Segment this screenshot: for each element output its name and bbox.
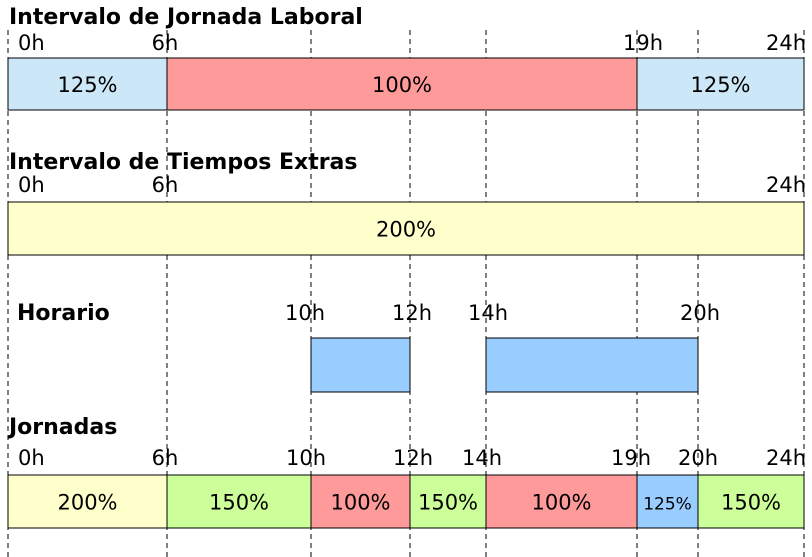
segment-label: 200% (376, 218, 436, 242)
schedule-block (485, 337, 699, 393)
segment-label: 200% (57, 491, 117, 515)
hour-label: 20h (680, 301, 720, 325)
hour-label: 14h (462, 446, 502, 470)
segment-label: 150% (721, 491, 781, 515)
segment (636, 57, 805, 111)
schedule-block (310, 337, 411, 393)
section-title: Horario (17, 301, 110, 326)
segment-label: 100% (330, 491, 390, 515)
segment (166, 474, 312, 529)
hour-label: 0h (18, 31, 45, 55)
hour-label: 12h (393, 446, 433, 470)
segment (166, 57, 638, 111)
hour-label: 24h (766, 31, 806, 55)
segment (697, 474, 805, 529)
segment-label: 150% (418, 491, 478, 515)
segment-label: 150% (209, 491, 269, 515)
hour-label: 6h (152, 446, 179, 470)
hour-label: 24h (766, 446, 806, 470)
segment (636, 474, 699, 529)
hour-label: 12h (392, 301, 432, 325)
hour-label: 19h (623, 31, 663, 55)
hour-label: 24h (766, 173, 806, 197)
segment-label: 125% (690, 73, 750, 97)
section-title: Jornadas (7, 415, 117, 440)
hour-label: 19h (611, 446, 651, 470)
segment-label: 100% (372, 73, 432, 97)
hour-label: 6h (152, 173, 179, 197)
hour-label: 10h (285, 301, 325, 325)
hour-label: 10h (286, 446, 326, 470)
hour-label: 6h (152, 31, 179, 55)
segment (7, 201, 805, 256)
segment (7, 474, 168, 529)
section-title: Intervalo de Tiempos Extras (9, 150, 358, 175)
hour-label: 20h (678, 446, 718, 470)
section-title: Intervalo de Jornada Laboral (9, 5, 363, 30)
segment-label: 125% (643, 495, 692, 515)
segment (310, 474, 411, 529)
segment (7, 57, 168, 111)
hour-label: 0h (18, 446, 45, 470)
hour-label: 14h (468, 301, 508, 325)
segment-label: 100% (531, 491, 591, 515)
hour-label: 0h (18, 173, 45, 197)
segment-label: 125% (57, 73, 117, 97)
